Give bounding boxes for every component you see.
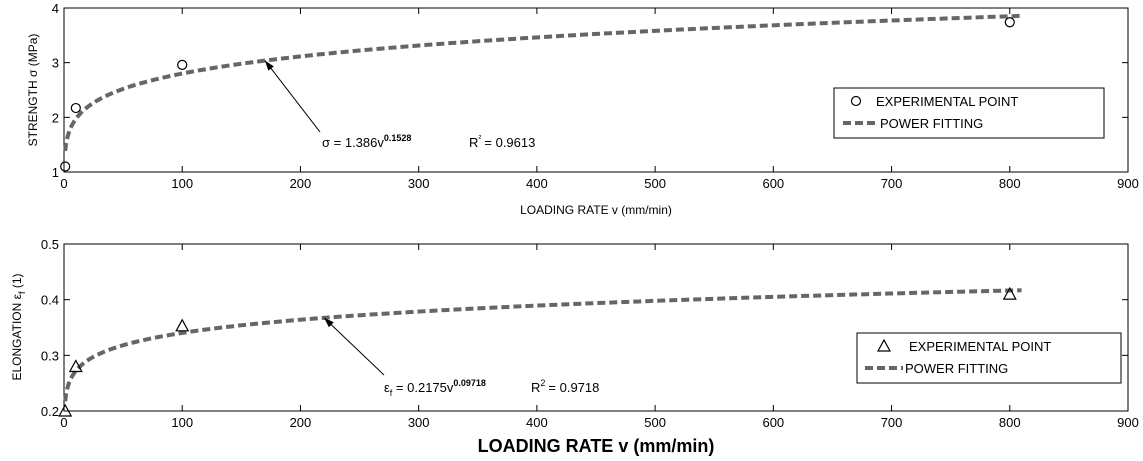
top-x-tick-label: 700 xyxy=(881,176,903,191)
top-r-value: = 0.9613 xyxy=(484,135,535,150)
top-experimental-point xyxy=(1004,17,1015,28)
top-x-tick-label: 400 xyxy=(526,176,548,191)
bottom-x-tick-label: 900 xyxy=(1117,415,1139,430)
top-x-tick-label: 200 xyxy=(290,176,312,191)
top-equation-exponent: 0.1528 xyxy=(384,133,412,143)
top-equation-lhs: σ = 1.386v xyxy=(322,135,384,150)
top-y-tick-label: 1 xyxy=(52,165,59,180)
top-experimental-point xyxy=(60,161,71,172)
top-x-tick-label: 100 xyxy=(171,176,193,191)
top-x-axis-label: LOADING RATE v (mm/min) xyxy=(520,203,672,217)
bottom-y-label-main: ELONGATION ε xyxy=(10,293,24,380)
bottom-axis-ticks: 0 100 200 300 400 500 600 700 800 900 0.2 0.3 0.4 0.5 xyxy=(41,237,1139,430)
top-equation: σ = 1.386v0.1528 xyxy=(322,133,411,150)
bottom-legend-experimental-label: EXPERIMENTAL POINT xyxy=(909,339,1051,354)
bottom-equation-annotation: εf = 0.2175v0.09718 R2 = 0.9718 xyxy=(323,317,599,398)
bottom-legend-triangle-marker xyxy=(876,338,892,352)
bottom-x-tick-label: 600 xyxy=(762,415,784,430)
bottom-x-tick-label: 200 xyxy=(290,415,312,430)
top-y-tick-label: 3 xyxy=(52,56,59,71)
bottom-legend-box xyxy=(856,332,1122,384)
elongation-chart: 0 100 200 300 400 500 600 700 800 900 0.2 0.3 0.4 0.5… xyxy=(10,237,1139,456)
top-r-sup: ² xyxy=(478,133,481,143)
top-r-label: R xyxy=(469,135,478,150)
bottom-experimental-point xyxy=(68,359,83,373)
bottom-x-tick-label: 100 xyxy=(171,415,193,430)
bottom-x-tick-label: 0 xyxy=(60,415,67,430)
bottom-experimental-point xyxy=(58,403,73,417)
strength-chart: 0 100 200 300 400 500 600 700 800 900 1 2 3 4 LOADING… xyxy=(26,1,1139,217)
top-y-tick-label: 2 xyxy=(52,110,59,125)
top-x-tick-label: 500 xyxy=(644,176,666,191)
top-x-tick-label: 0 xyxy=(60,176,67,191)
bottom-x-axis-label: LOADING RATE v (mm/min) xyxy=(478,436,715,456)
top-r-squared: R² = 0.9613 xyxy=(469,133,535,150)
top-legend-fitting-label: POWER FITTING xyxy=(880,116,983,131)
bottom-legend-fitting-label: POWER FITTING xyxy=(905,361,1008,376)
bottom-x-tick-label: 400 xyxy=(526,415,548,430)
bottom-eq-sub: f xyxy=(390,388,393,398)
bottom-series xyxy=(58,286,1022,417)
bottom-y-label-sub: f xyxy=(17,291,27,294)
bottom-annotation-arrow xyxy=(323,317,385,376)
bottom-x-tick-label: 500 xyxy=(644,415,666,430)
bottom-y-tick-label: 0.2 xyxy=(41,404,59,419)
bottom-legend: EXPERIMENTAL POINT POWER FITTING xyxy=(856,332,1122,384)
top-legend-box xyxy=(833,87,1105,139)
bottom-r-squared: R2 = 0.9718 xyxy=(531,378,599,395)
top-x-tick-label: 900 xyxy=(1117,176,1139,191)
bottom-r-value: = 0.9718 xyxy=(548,380,599,395)
top-legend-circle-marker xyxy=(850,95,862,107)
bottom-y-tick-label: 0.4 xyxy=(41,293,59,308)
top-y-tick-label: 4 xyxy=(52,1,59,16)
bottom-y-tick-label: 0.5 xyxy=(41,237,59,252)
bottom-eq-epsilon: ε xyxy=(384,380,390,395)
top-power-fitting-line xyxy=(63,13,1022,152)
top-annotation-arrowhead xyxy=(264,60,274,71)
bottom-annotation-arrowhead xyxy=(324,317,334,328)
top-y-axis-label: STRENGTH σ (MPa) xyxy=(26,34,40,147)
bottom-eq-exponent: 0.09718 xyxy=(453,378,486,388)
top-x-tick-label: 300 xyxy=(408,176,430,191)
top-legend-experimental-label: EXPERIMENTAL POINT xyxy=(876,94,1018,109)
top-experimental-point xyxy=(177,59,188,70)
top-annotation-arrow xyxy=(264,60,321,133)
top-plot-area xyxy=(63,7,1129,173)
bottom-x-tick-label: 800 xyxy=(999,415,1021,430)
bottom-x-tick-label: 700 xyxy=(881,415,903,430)
bottom-x-tick-label: 300 xyxy=(408,415,430,430)
bottom-eq-rhs: = 0.2175v xyxy=(392,380,454,395)
bottom-r-sup: 2 xyxy=(540,378,545,388)
bottom-y-tick-label: 0.3 xyxy=(41,348,59,363)
top-experimental-point xyxy=(70,102,81,114)
top-x-tick-label: 800 xyxy=(999,176,1021,191)
bottom-experimental-point xyxy=(175,318,190,332)
bottom-y-label-suffix: (1) xyxy=(10,273,24,291)
top-x-tick-label: 600 xyxy=(762,176,784,191)
top-legend: EXPERIMENTAL POINT POWER FITTING xyxy=(833,87,1105,139)
top-axis-ticks: 0 100 200 300 400 500 600 700 800 900 1 2 3 4 xyxy=(52,1,1139,191)
top-equation-annotation: σ = 1.386v0.1528 R² = 0.9613 xyxy=(264,60,535,150)
top-series xyxy=(60,13,1022,172)
bottom-equation: εf = 0.2175v0.09718 xyxy=(384,378,486,398)
bottom-plot-area xyxy=(63,243,1129,412)
bottom-y-axis-label: ELONGATION εf (1) xyxy=(10,273,27,380)
bottom-experimental-point xyxy=(1002,286,1017,300)
bottom-power-fitting-line xyxy=(63,288,1022,402)
bottom-r-label: R xyxy=(531,380,540,395)
